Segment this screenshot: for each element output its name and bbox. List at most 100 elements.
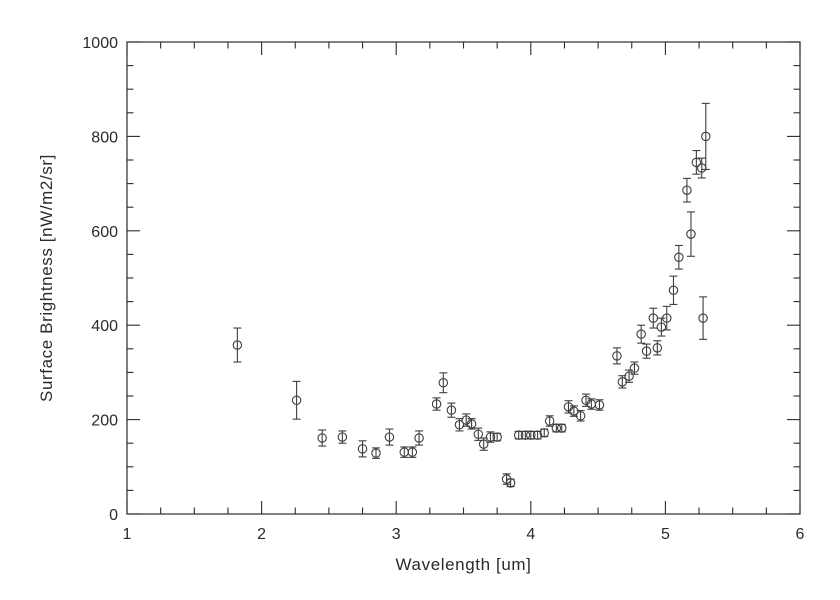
- data-point: [337, 430, 348, 444]
- marker-open-circle: [612, 351, 622, 361]
- data-point: [682, 177, 692, 203]
- marker-open-circle: [636, 329, 646, 339]
- x-tick-label: 3: [392, 526, 401, 543]
- marker-open-circle: [698, 313, 708, 323]
- data-point: [641, 343, 652, 359]
- data-point: [357, 440, 368, 458]
- marker-open-circle: [357, 444, 368, 454]
- data-point: [414, 430, 424, 446]
- marker-open-circle: [686, 229, 696, 239]
- marker-open-circle: [337, 432, 348, 442]
- marker-open-circle: [629, 363, 640, 373]
- x-tick-label: 5: [661, 526, 670, 543]
- data-point: [557, 423, 567, 433]
- marker-open-circle: [641, 346, 652, 356]
- marker-open-circle: [466, 419, 477, 429]
- data-point: [563, 400, 574, 414]
- data-point: [526, 430, 536, 440]
- marker-open-circle: [384, 432, 395, 442]
- marker-open-circle: [485, 432, 496, 442]
- data-point: [661, 305, 672, 331]
- data-point: [652, 340, 663, 356]
- data-point: [629, 361, 640, 375]
- marker-open-circle: [431, 399, 442, 409]
- data-point: [485, 431, 496, 443]
- marker-open-circle: [551, 423, 562, 433]
- marker-open-circle: [505, 478, 516, 488]
- data-point: [544, 415, 555, 427]
- marker-open-circle: [668, 285, 679, 296]
- marker-open-circle: [438, 378, 449, 388]
- data-point: [636, 324, 646, 344]
- marker-open-circle: [661, 313, 672, 323]
- data-point: [648, 307, 659, 329]
- y-tick-label: 0: [109, 507, 118, 524]
- marker-open-circle: [652, 343, 663, 353]
- data-point: [686, 211, 696, 257]
- marker-open-circle: [317, 433, 327, 443]
- y-tick-label: 800: [91, 129, 118, 146]
- y-tick-label: 200: [91, 413, 118, 430]
- marker-open-circle: [526, 430, 536, 440]
- data-point: [594, 399, 605, 411]
- data-point: [232, 327, 243, 363]
- data-point: [513, 430, 524, 440]
- marker-open-circle: [594, 400, 605, 410]
- marker-open-circle: [557, 423, 567, 433]
- data-point: [505, 478, 516, 488]
- marker-open-circle: [682, 185, 692, 195]
- marker-open-circle: [513, 430, 524, 440]
- marker-open-circle: [492, 432, 502, 442]
- x-tick-label: 2: [257, 526, 266, 543]
- x-tick-label: 6: [796, 526, 805, 543]
- data-point: [431, 397, 442, 411]
- data-point: [701, 102, 711, 170]
- y-tick-label: 400: [91, 318, 118, 335]
- x-tick-label: 1: [123, 526, 132, 543]
- marker-open-circle: [701, 131, 711, 142]
- axis-ticks: [126, 41, 801, 515]
- data-points: [232, 102, 711, 488]
- marker-open-circle: [473, 429, 484, 439]
- plot-frame: [126, 41, 801, 515]
- marker-open-circle: [674, 252, 684, 262]
- x-axis-label: Wavelength [um]: [395, 555, 532, 574]
- marker-open-circle: [291, 395, 302, 405]
- data-point: [384, 428, 395, 446]
- data-point: [674, 244, 684, 270]
- data-point: [492, 432, 502, 442]
- data-point: [539, 428, 550, 438]
- marker-open-circle: [407, 447, 418, 457]
- marker-open-circle: [232, 340, 243, 350]
- marker-open-circle: [520, 430, 531, 440]
- data-point: [446, 402, 457, 418]
- marker-open-circle: [539, 428, 550, 438]
- data-point: [407, 446, 418, 458]
- y-axis-label: Surface Brightness [nW/m2/sr]: [37, 154, 56, 402]
- data-point: [466, 418, 477, 430]
- data-point: [612, 347, 622, 365]
- data-point: [668, 275, 679, 305]
- data-point: [696, 157, 707, 179]
- data-point: [691, 150, 702, 175]
- data-point: [399, 446, 410, 458]
- data-point: [624, 369, 634, 383]
- marker-open-circle: [371, 448, 381, 458]
- data-point: [581, 393, 591, 407]
- marker-open-circle: [544, 416, 555, 426]
- data-point: [438, 372, 449, 394]
- marker-open-circle: [624, 371, 634, 381]
- data-point: [698, 296, 708, 340]
- marker-open-circle: [575, 411, 586, 421]
- marker-open-circle: [691, 157, 702, 168]
- y-tick-label: 1000: [82, 35, 118, 52]
- data-point: [317, 429, 327, 447]
- data-point: [371, 447, 381, 459]
- marker-open-circle: [532, 430, 543, 440]
- y-tick-label: 600: [91, 224, 118, 241]
- data-point: [575, 410, 586, 422]
- data-point: [656, 317, 667, 337]
- marker-open-circle: [656, 322, 667, 332]
- marker-open-circle: [478, 439, 489, 449]
